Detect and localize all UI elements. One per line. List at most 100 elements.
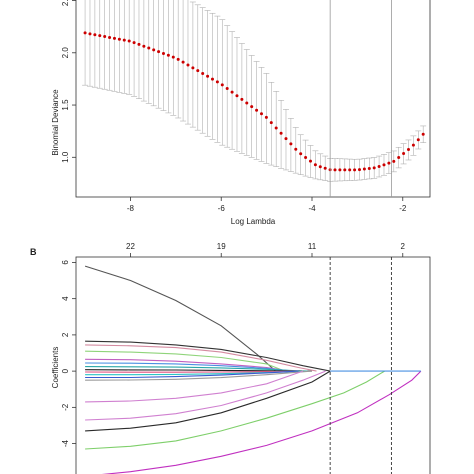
mean-point bbox=[210, 77, 214, 81]
mean-point bbox=[250, 105, 254, 109]
mean-point bbox=[245, 101, 249, 105]
top-axis-count-label: 22 bbox=[126, 242, 135, 251]
y-tick-label: -2 bbox=[61, 403, 70, 411]
coefficient-path bbox=[85, 370, 299, 373]
coefficient-path bbox=[85, 370, 313, 381]
mean-point bbox=[191, 66, 195, 70]
panel-a-deviance-plot: -8 -6 -4 -2 1.0 1.5 2.0 2.5 Log Lambda Binomia… bbox=[51, 0, 431, 226]
coefficient-path bbox=[85, 358, 290, 372]
mean-point bbox=[308, 159, 312, 163]
y-tick-label: 2 bbox=[61, 332, 70, 337]
mean-point bbox=[392, 159, 396, 163]
mean-point bbox=[93, 33, 97, 37]
coefficient-path bbox=[84, 265, 277, 372]
mean-point bbox=[294, 147, 298, 151]
mean-point bbox=[397, 155, 401, 159]
mean-point bbox=[343, 168, 347, 172]
mean-point bbox=[206, 74, 210, 78]
mean-point bbox=[142, 44, 146, 48]
panel-a-error-bars bbox=[82, 0, 427, 182]
y-tick-label: 2.5 bbox=[61, 0, 70, 6]
coefficient-path bbox=[85, 350, 286, 372]
panel-b-coefficient-lines bbox=[84, 265, 422, 474]
mean-point bbox=[284, 137, 288, 141]
mean-point bbox=[362, 167, 366, 171]
mean-point bbox=[259, 112, 263, 116]
mean-point bbox=[230, 90, 234, 94]
mean-point bbox=[264, 115, 268, 119]
mean-point bbox=[103, 35, 107, 39]
mean-point bbox=[235, 94, 239, 98]
panel-b-plot-frame bbox=[75, 256, 431, 474]
mean-point bbox=[225, 87, 229, 91]
coefficient-path bbox=[85, 370, 326, 421]
mean-point bbox=[353, 168, 357, 172]
mean-point bbox=[289, 142, 293, 146]
mean-point bbox=[323, 166, 327, 170]
mean-point bbox=[166, 53, 170, 57]
top-axis-count-label: 11 bbox=[308, 242, 317, 251]
y-tick-label: 0 bbox=[61, 368, 70, 373]
mean-point bbox=[274, 126, 278, 130]
mean-point bbox=[382, 163, 386, 167]
mean-point bbox=[387, 161, 391, 165]
mean-point bbox=[215, 80, 219, 84]
mean-point bbox=[112, 36, 116, 40]
mean-point bbox=[357, 168, 361, 172]
mean-point bbox=[421, 132, 425, 136]
panel-b-coefficient-paths: B 22 19 11 2 -4 -2 0 2 4 6 Coefficients bbox=[30, 242, 431, 474]
mean-point bbox=[147, 46, 151, 50]
y-tick-label: 4 bbox=[61, 296, 70, 301]
mean-point bbox=[416, 138, 420, 142]
mean-point bbox=[255, 108, 259, 112]
panel-a-plot-frame bbox=[75, 0, 431, 198]
coefficient-path bbox=[85, 362, 294, 372]
mean-point bbox=[279, 131, 283, 135]
x-tick-label: -8 bbox=[127, 204, 135, 213]
mean-point bbox=[157, 50, 161, 54]
mean-point bbox=[186, 63, 190, 67]
mean-point bbox=[88, 32, 92, 36]
mean-point bbox=[333, 168, 337, 172]
panel-a-mean-points bbox=[83, 31, 425, 172]
mean-point bbox=[122, 38, 126, 42]
coefficient-path bbox=[85, 344, 317, 372]
mean-point bbox=[304, 155, 308, 159]
mean-point bbox=[181, 60, 185, 64]
panel-a-y-axis-label: Binomial Deviance bbox=[51, 89, 60, 156]
mean-point bbox=[377, 165, 381, 169]
mean-point bbox=[98, 34, 102, 38]
y-tick-label: 1.0 bbox=[61, 151, 70, 163]
coefficient-path bbox=[85, 370, 304, 403]
mean-point bbox=[367, 166, 371, 170]
mean-point bbox=[152, 48, 156, 52]
x-tick-label: -2 bbox=[399, 204, 407, 213]
mean-point bbox=[338, 168, 342, 172]
coefficient-path bbox=[85, 370, 385, 450]
top-axis-count-label: 2 bbox=[401, 242, 406, 251]
coefficient-path bbox=[85, 369, 313, 372]
panel-b-y-axis-label: Coefficients bbox=[51, 347, 60, 389]
mean-point bbox=[240, 97, 244, 101]
coefficient-path bbox=[85, 366, 303, 372]
mean-point bbox=[127, 39, 131, 43]
mean-point bbox=[176, 57, 180, 61]
top-axis-count-label: 19 bbox=[217, 242, 226, 251]
mean-point bbox=[299, 152, 303, 156]
mean-point bbox=[372, 166, 376, 170]
x-tick-label: -4 bbox=[308, 204, 316, 213]
mean-point bbox=[117, 37, 121, 41]
y-tick-label: 2.0 bbox=[61, 47, 70, 59]
coefficient-path bbox=[85, 370, 331, 432]
coefficient-path bbox=[85, 340, 331, 372]
mean-point bbox=[83, 31, 87, 35]
mean-point bbox=[196, 69, 200, 73]
panel-a-x-axis-label: Log Lambda bbox=[231, 217, 276, 226]
coefficient-path bbox=[101, 370, 422, 474]
mean-point bbox=[161, 51, 165, 55]
mean-point bbox=[137, 42, 141, 46]
mean-point bbox=[348, 168, 352, 172]
mean-point bbox=[406, 148, 410, 152]
mean-point bbox=[402, 151, 406, 155]
mean-point bbox=[201, 71, 205, 75]
